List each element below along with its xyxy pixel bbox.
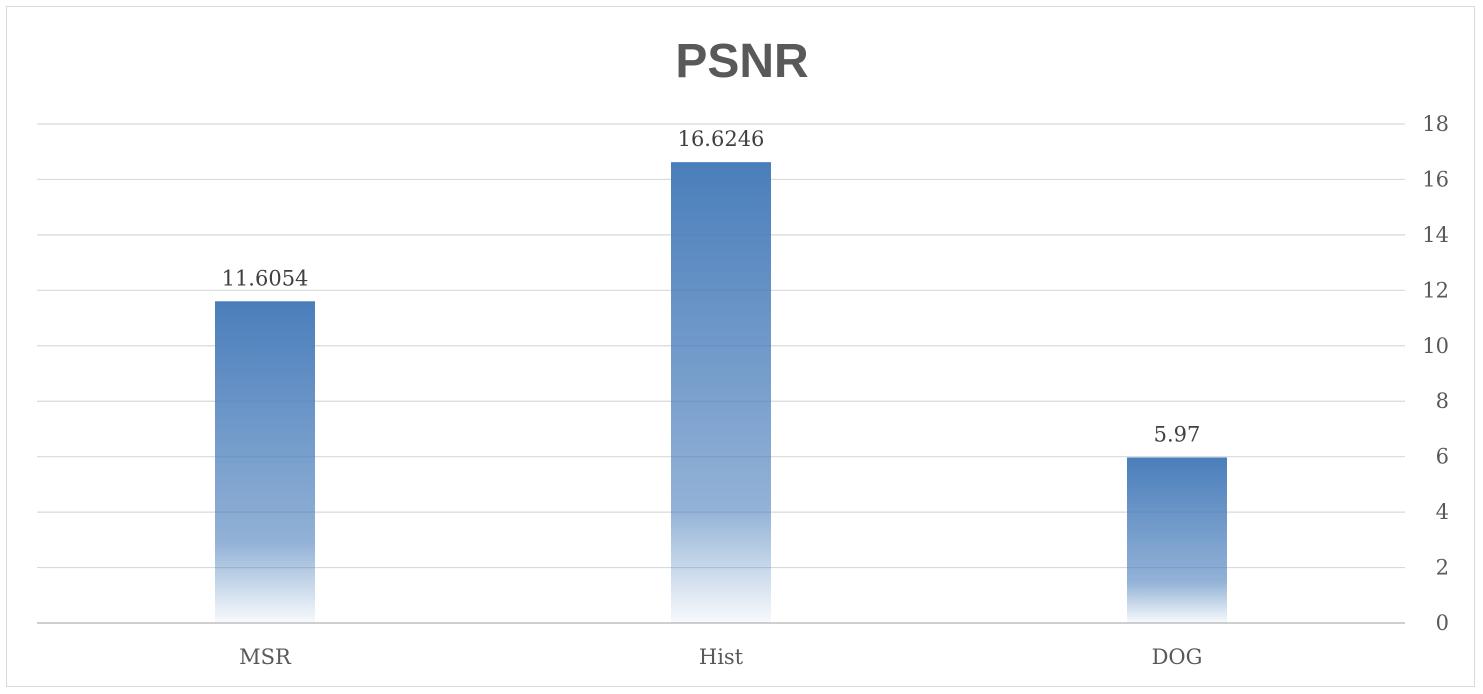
y-tick-label: 12 bbox=[1422, 278, 1449, 302]
x-axis-categories: MSR Hist DOG bbox=[239, 645, 1202, 669]
x-category-label: Hist bbox=[699, 645, 744, 669]
y-tick-label: 18 bbox=[1422, 112, 1449, 136]
data-labels: 11.6054 16.6246 5.97 bbox=[222, 127, 1201, 446]
x-category-label: DOG bbox=[1152, 645, 1203, 669]
y-tick-label: 14 bbox=[1422, 223, 1449, 247]
bar bbox=[671, 162, 771, 623]
y-tick-label: 8 bbox=[1436, 389, 1449, 413]
y-tick-label: 4 bbox=[1436, 500, 1449, 524]
bar bbox=[1127, 457, 1227, 623]
chart-title: PSNR bbox=[675, 35, 808, 88]
y-tick-label: 0 bbox=[1436, 611, 1449, 635]
y-axis-ticks: 0 2 4 6 8 10 12 14 16 18 bbox=[1422, 112, 1449, 635]
data-label: 5.97 bbox=[1154, 422, 1201, 446]
bar bbox=[215, 301, 315, 623]
y-tick-label: 10 bbox=[1422, 334, 1449, 358]
data-label: 16.6246 bbox=[678, 127, 765, 151]
data-label: 11.6054 bbox=[222, 266, 309, 290]
y-tick-label: 16 bbox=[1422, 167, 1449, 191]
bar-series bbox=[215, 162, 1227, 623]
y-tick-label: 2 bbox=[1436, 556, 1449, 580]
x-category-label: MSR bbox=[239, 645, 292, 669]
y-tick-label: 6 bbox=[1436, 445, 1449, 469]
